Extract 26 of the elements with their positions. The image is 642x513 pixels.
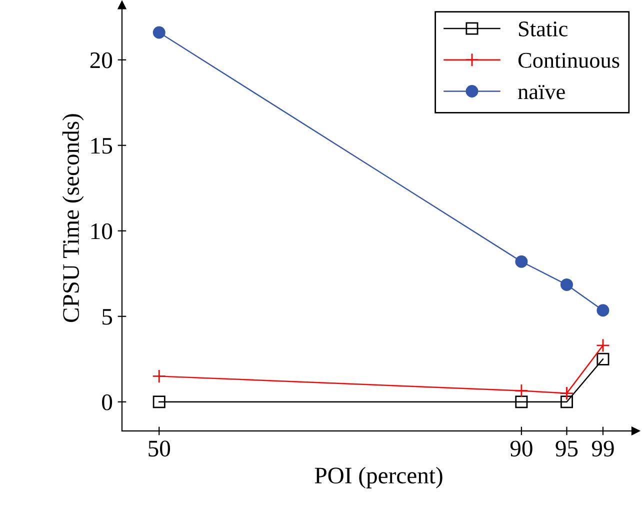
point xyxy=(596,304,610,317)
y-tick-label: 15 xyxy=(91,138,112,154)
point xyxy=(560,396,573,408)
point xyxy=(560,278,573,291)
x-tick-label: 50 xyxy=(148,440,170,457)
point xyxy=(515,255,528,268)
point xyxy=(560,386,574,400)
y-tick-label: 0 xyxy=(102,394,112,410)
legend-label: naïve xyxy=(518,85,565,100)
y-tick-label: 20 xyxy=(90,52,112,68)
point xyxy=(514,384,528,398)
point xyxy=(596,338,610,352)
x-tick-label: 95 xyxy=(556,440,578,457)
y-tick-label: 10 xyxy=(91,223,112,240)
point xyxy=(152,26,166,39)
legend-label: Continuous xyxy=(518,52,620,68)
point xyxy=(515,396,528,408)
x-tick-label: 90 xyxy=(510,440,532,457)
y-tick-label: 5 xyxy=(102,309,112,325)
point xyxy=(152,396,166,408)
x-tick-label: 99 xyxy=(592,440,614,457)
point xyxy=(152,369,166,384)
point xyxy=(596,352,610,366)
y-axis-title: CPSU Time (seconds) xyxy=(62,114,84,322)
x-axis-title: POI (percent) xyxy=(314,466,442,488)
legend-label: Static xyxy=(519,22,568,36)
